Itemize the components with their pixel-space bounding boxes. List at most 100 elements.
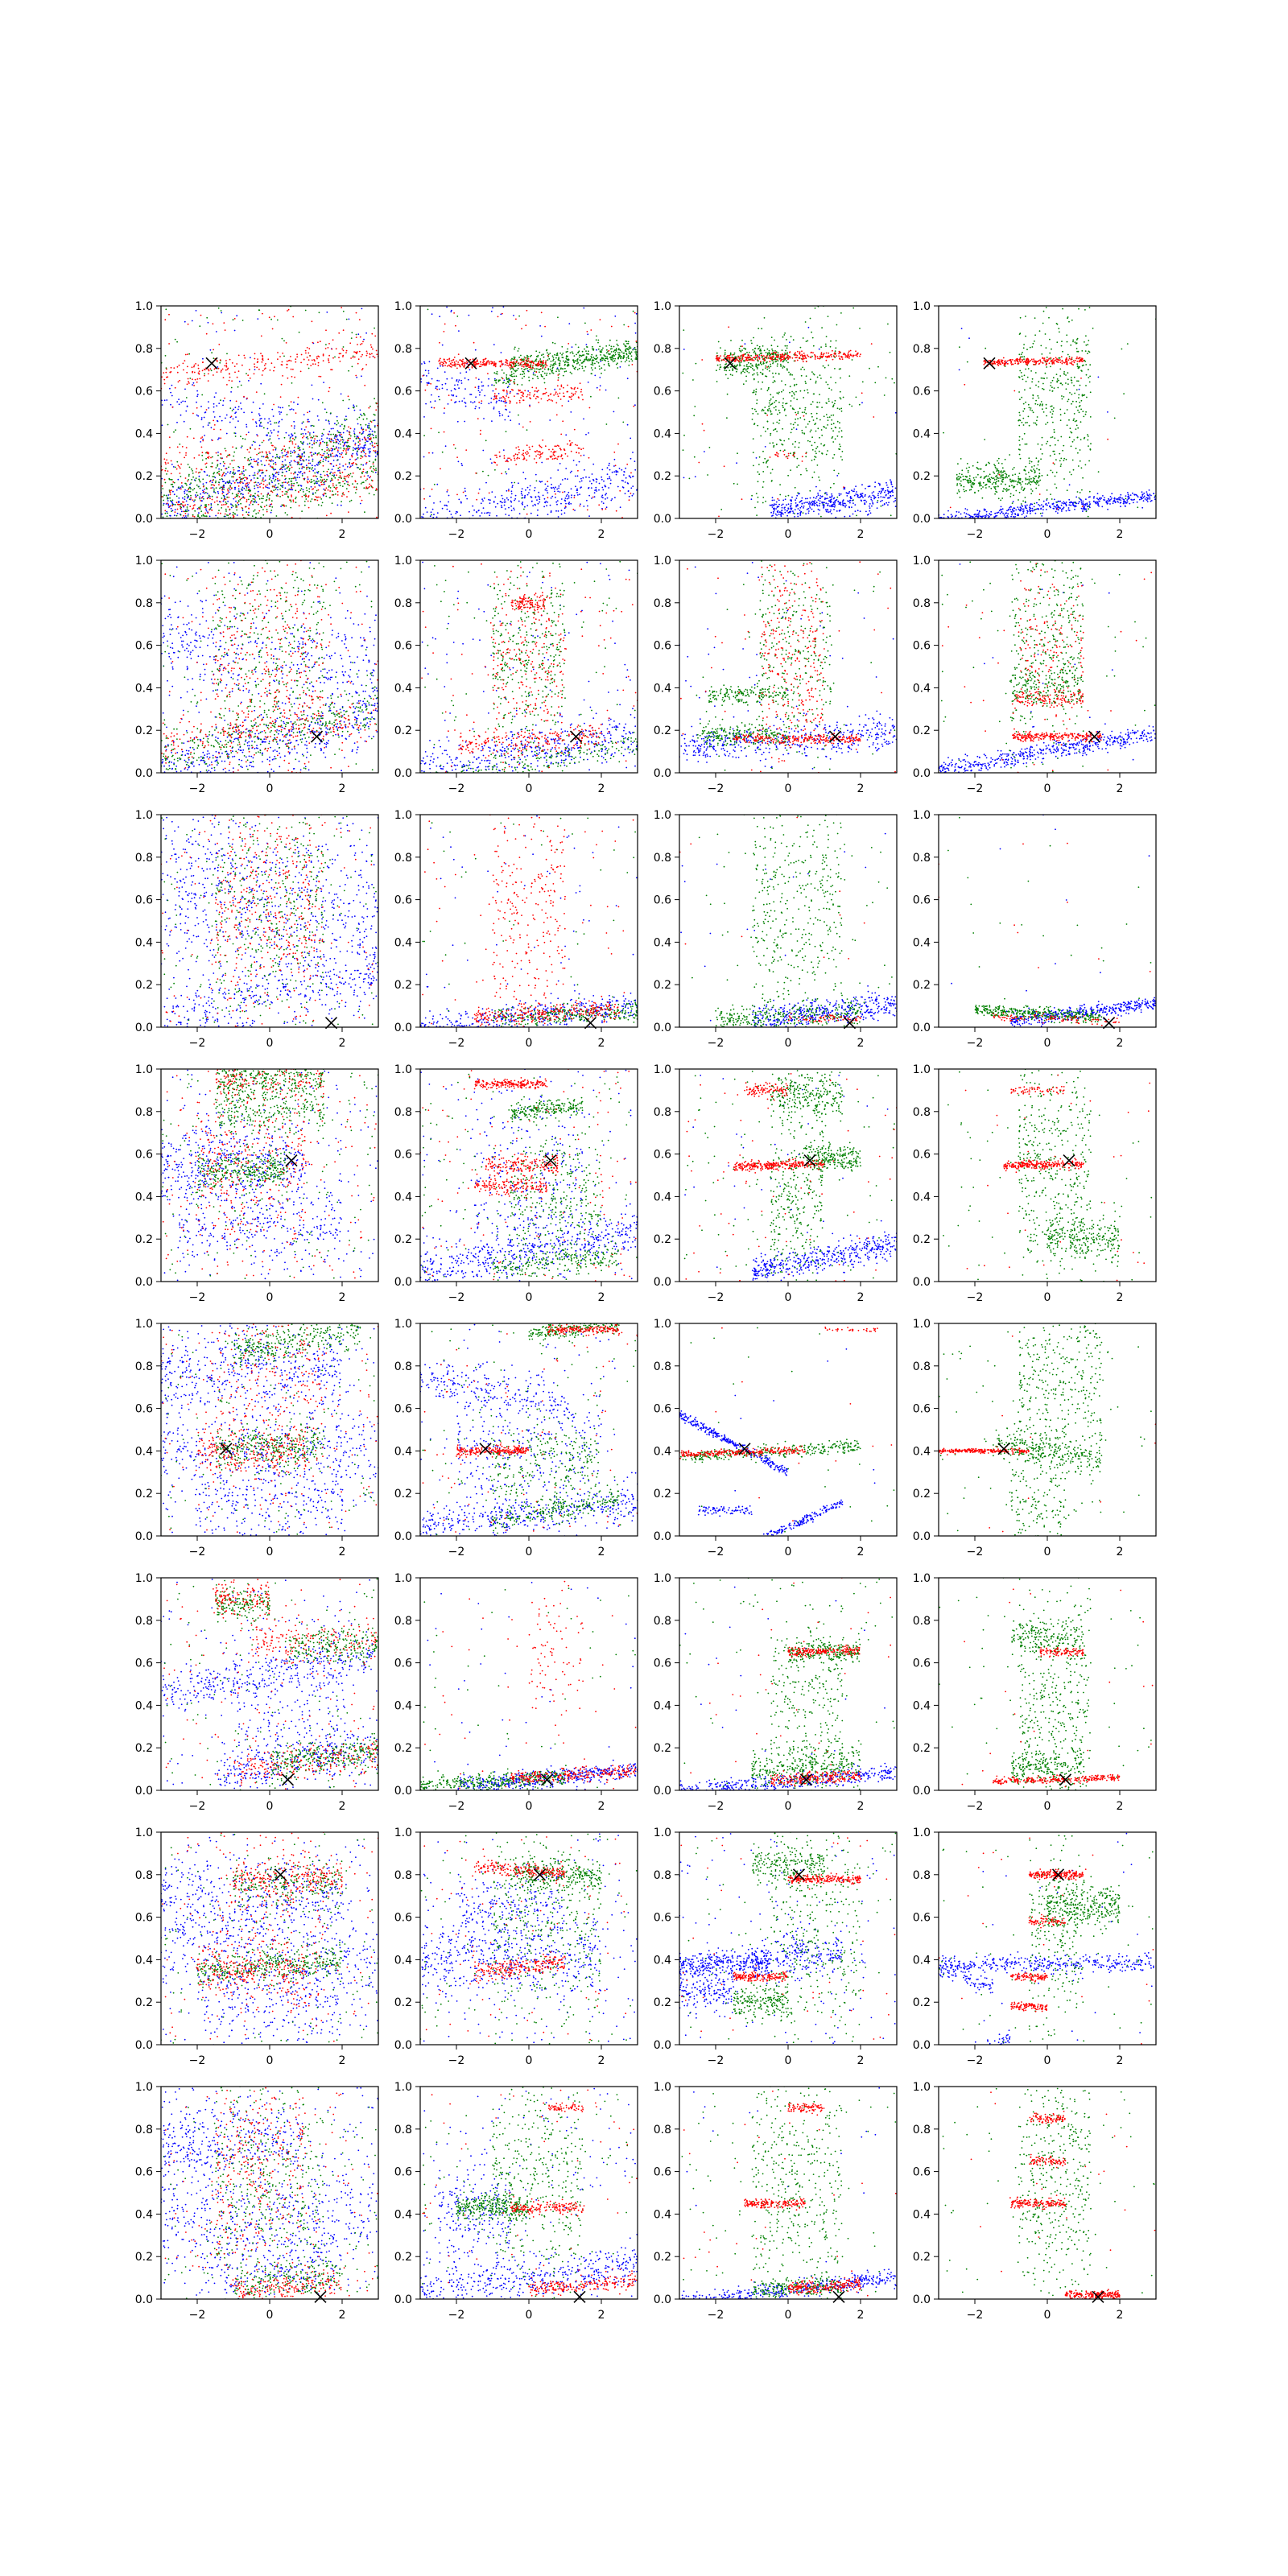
point <box>254 472 256 474</box>
point <box>589 480 591 482</box>
point <box>553 457 555 460</box>
point <box>282 472 284 473</box>
point <box>511 366 514 369</box>
point <box>630 457 632 460</box>
point <box>183 420 185 423</box>
point <box>325 411 328 414</box>
point <box>199 516 201 518</box>
point <box>571 392 573 394</box>
point <box>261 441 263 444</box>
point <box>605 423 608 425</box>
point <box>525 365 527 368</box>
point <box>518 513 521 514</box>
point <box>372 463 374 465</box>
point <box>634 322 636 324</box>
point <box>228 481 230 483</box>
point <box>183 510 184 513</box>
point <box>808 501 811 503</box>
point <box>345 488 348 489</box>
point <box>186 436 188 438</box>
point <box>265 456 266 458</box>
point <box>784 509 786 511</box>
point <box>204 373 206 375</box>
point <box>828 500 830 502</box>
point <box>200 417 203 419</box>
point <box>588 477 590 478</box>
point <box>169 524 171 526</box>
point <box>567 455 568 457</box>
point <box>883 503 886 505</box>
point <box>444 407 446 409</box>
point <box>568 491 570 493</box>
point <box>500 501 502 503</box>
point <box>223 515 225 518</box>
point <box>551 487 553 489</box>
point <box>242 489 243 491</box>
point <box>547 485 549 487</box>
point <box>275 422 278 423</box>
point <box>349 427 352 430</box>
point <box>547 514 549 515</box>
point <box>225 365 228 366</box>
point <box>504 499 506 501</box>
point <box>292 368 294 370</box>
point <box>503 457 506 459</box>
point <box>489 525 490 526</box>
point <box>361 433 363 435</box>
point <box>184 353 187 356</box>
point <box>247 514 249 516</box>
point <box>506 409 508 411</box>
point <box>257 485 259 487</box>
point <box>361 481 363 484</box>
point <box>450 366 452 368</box>
point <box>575 485 576 488</box>
point <box>348 431 350 433</box>
point <box>429 544 431 546</box>
point <box>694 476 696 477</box>
point <box>843 488 845 489</box>
point <box>602 357 605 360</box>
point <box>163 382 166 385</box>
point <box>369 452 370 454</box>
point <box>365 487 367 489</box>
point <box>841 502 844 503</box>
point <box>338 357 340 359</box>
point <box>207 424 209 426</box>
point <box>253 494 255 497</box>
point <box>314 360 316 362</box>
point <box>617 485 619 488</box>
point <box>507 460 509 463</box>
point <box>168 343 171 345</box>
point <box>488 363 490 365</box>
point <box>178 501 180 502</box>
point <box>364 384 366 386</box>
point <box>245 489 247 491</box>
point <box>470 394 473 395</box>
point <box>255 460 257 463</box>
point <box>293 477 295 480</box>
point <box>202 483 204 485</box>
point <box>628 499 630 502</box>
point <box>565 370 568 372</box>
point <box>225 498 227 501</box>
point <box>630 437 632 440</box>
point <box>484 363 486 365</box>
point <box>250 446 251 448</box>
point <box>469 358 472 361</box>
point <box>576 360 579 362</box>
point <box>347 476 349 478</box>
point <box>838 493 840 495</box>
point <box>795 497 798 499</box>
point <box>343 477 345 479</box>
point <box>555 414 558 416</box>
point <box>218 468 220 470</box>
point <box>187 503 189 506</box>
point <box>321 402 324 404</box>
point <box>175 528 177 530</box>
point <box>268 316 270 319</box>
point <box>494 365 497 368</box>
point <box>613 411 615 413</box>
point <box>815 504 818 506</box>
point <box>316 471 318 473</box>
point <box>724 353 726 356</box>
